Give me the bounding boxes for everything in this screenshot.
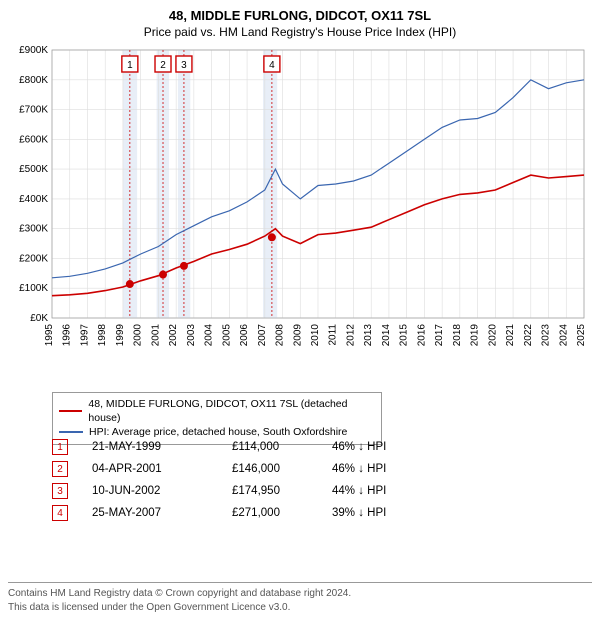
y-tick-label: £600K [19,134,48,145]
x-tick-label: 2025 [576,324,587,347]
x-tick-label: 2017 [434,324,445,347]
x-tick-label: 2018 [452,324,463,347]
x-tick-label: 2019 [470,324,481,347]
x-tick-label: 2011 [328,324,339,346]
sale-dot [126,280,134,288]
sale-dot [159,271,167,279]
sale-row-marker: 3 [52,483,68,499]
x-tick-label: 2021 [505,324,516,347]
x-tick-label: 2007 [257,324,268,347]
x-tick-label: 2009 [292,324,303,347]
x-tick-label: 2016 [416,324,427,347]
y-tick-label: £300K [19,224,48,235]
x-tick-label: 2002 [168,324,179,347]
sale-diff: 39% ↓ HPI [332,507,452,519]
x-tick-label: 1995 [44,324,55,347]
sale-date: 10-JUN-2002 [92,485,232,497]
sale-row-marker: 1 [52,439,68,455]
x-tick-label: 2013 [363,324,374,347]
sale-date: 21-MAY-1999 [92,441,232,453]
x-tick-label: 2000 [133,324,144,347]
x-tick-label: 2005 [221,324,232,347]
sale-price: £146,000 [232,463,332,475]
footer-line1: Contains HM Land Registry data © Crown c… [8,587,592,601]
legend-label: 48, MIDDLE FURLONG, DIDCOT, OX11 7SL (de… [88,397,375,425]
sale-diff: 44% ↓ HPI [332,485,452,497]
sale-diff: 46% ↓ HPI [332,441,452,453]
sale-price: £271,000 [232,507,332,519]
page: 48, MIDDLE FURLONG, DIDCOT, OX11 7SL Pri… [0,0,600,620]
sale-row: 3 10-JUN-2002£174,95044% ↓ HPI [52,480,548,502]
sale-diff: 46% ↓ HPI [332,463,452,475]
x-tick-label: 2010 [310,324,321,347]
y-tick-label: £500K [19,164,48,175]
x-tick-label: 2003 [186,324,197,347]
sale-dot [268,233,276,241]
sale-marker-num: 3 [181,60,187,71]
legend-item: 48, MIDDLE FURLONG, DIDCOT, OX11 7SL (de… [59,397,375,425]
x-tick-label: 1999 [115,324,126,347]
sale-price: £174,950 [232,485,332,497]
sale-marker-num: 2 [160,60,166,71]
sale-date: 25-MAY-2007 [92,507,232,519]
x-tick-label: 2001 [150,324,161,347]
sale-marker-num: 4 [269,60,275,71]
legend-swatch [59,431,83,433]
footer-line2: This data is licensed under the Open Gov… [8,601,592,615]
sale-row-marker: 4 [52,505,68,521]
sale-date: 04-APR-2001 [92,463,232,475]
legend-swatch [59,410,82,412]
x-tick-label: 2008 [275,324,286,347]
chart-svg: £0K £100K £200K £300K £400K £500K £600K £700K £8… [8,44,592,384]
x-tick-label: 1997 [79,324,90,347]
chart: £0K £100K £200K £300K £400K £500K £600K £700K £8… [8,44,592,384]
x-tick-label: 2006 [239,324,250,347]
sale-marker-num: 1 [127,60,133,71]
x-tick-label: 2014 [381,324,392,347]
sale-row-marker: 2 [52,461,68,477]
footer: Contains HM Land Registry data © Crown c… [8,582,592,614]
y-tick-label: £900K [19,45,48,56]
y-tick-label: £800K [19,75,48,86]
page-subtitle: Price paid vs. HM Land Registry's House … [0,23,600,39]
x-tick-label: 2024 [558,324,569,347]
sales-table: 1 21-MAY-1999£114,00046% ↓ HPI 2 04-APR-200… [52,436,548,524]
y-tick-label: £400K [19,194,48,205]
sale-row: 2 04-APR-2001£146,00046% ↓ HPI [52,458,548,480]
x-tick-label: 2020 [487,324,498,347]
x-tick-label: 2004 [204,324,215,347]
x-tick-label: 2022 [523,324,534,347]
y-tick-label: £0K [30,313,48,324]
sale-row: 1 21-MAY-1999£114,00046% ↓ HPI [52,436,548,458]
page-title: 48, MIDDLE FURLONG, DIDCOT, OX11 7SL [0,0,600,23]
sale-row: 4 25-MAY-2007£271,00039% ↓ HPI [52,502,548,524]
y-tick-label: £700K [19,105,48,116]
x-tick-label: 2012 [345,324,356,347]
sale-price: £114,000 [232,441,332,453]
y-tick-label: £200K [19,253,48,264]
x-tick-label: 2015 [399,324,410,347]
x-tick-label: 1996 [62,324,73,347]
x-tick-label: 1998 [97,324,108,347]
y-tick-label: £100K [19,283,48,294]
x-tick-label: 2023 [541,324,552,347]
sale-dot [180,262,188,270]
